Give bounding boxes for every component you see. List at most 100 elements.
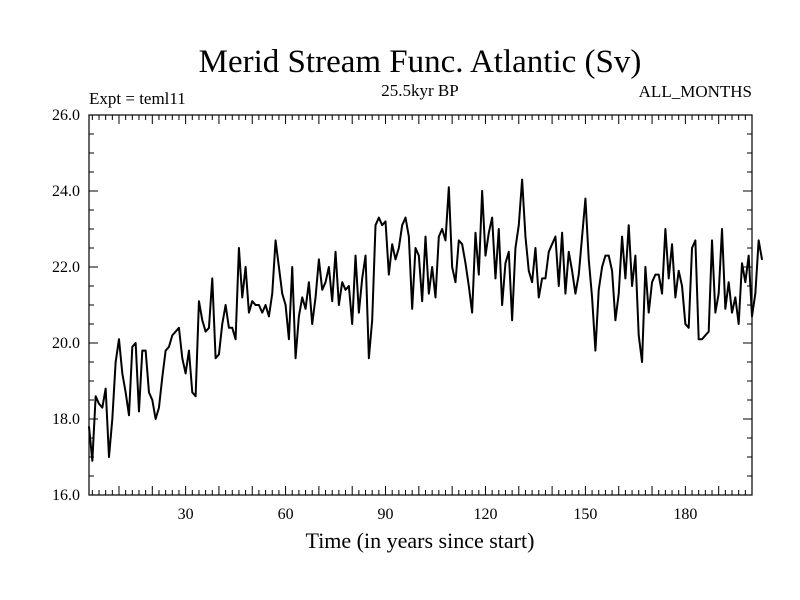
data-point [458,239,460,242]
data-point [274,239,277,242]
data-point [401,224,403,226]
experiment-label: Expt = teml11 [89,89,186,108]
data-point [631,285,633,287]
data-point [574,292,577,295]
data-point [294,357,297,360]
y-axis-ticks [89,114,752,496]
data-point [621,235,623,238]
data-point [677,270,680,272]
series-points [88,178,763,462]
data-point [158,406,160,409]
data-point [524,235,527,238]
data-point [744,281,747,284]
data-point [428,292,430,295]
data-point [587,258,590,261]
data-point [531,281,533,284]
x-tick-label: 180 [673,506,697,523]
data-point [144,349,147,352]
data-point [238,247,240,249]
data-point [724,308,727,310]
data-point [168,346,170,348]
data-point [684,323,687,325]
data-point [687,327,690,329]
data-point [114,361,117,363]
data-point [674,296,677,299]
data-point [331,300,334,303]
data-point [301,296,304,299]
data-point [368,357,370,360]
data-point [108,456,110,458]
data-point [521,178,523,181]
data-point [111,418,114,420]
data-point [557,285,560,287]
data-point [441,228,443,230]
data-point [737,323,740,325]
data-point [544,277,547,280]
data-point [681,285,683,287]
data-point [124,391,127,394]
data-point [657,273,660,276]
data-point [404,216,407,219]
data-point [504,262,507,265]
x-tick-label: 90 [378,506,394,523]
data-point [438,235,440,238]
data-point [614,319,617,322]
y-tick-label: 20.0 [52,335,80,352]
data-point [571,270,573,272]
y-tick-label: 24.0 [52,183,80,200]
data-point [551,243,553,245]
data-point [391,243,393,245]
data-point [394,258,397,261]
data-point [164,349,167,352]
data-point [701,338,703,341]
data-point [747,254,750,257]
data-point [328,266,330,268]
data-point [414,247,417,249]
data-point [731,311,733,314]
data-point [288,338,290,341]
data-point [697,338,700,341]
data-point [344,289,347,291]
data-point [351,323,354,325]
data-point [434,296,437,299]
data-point [547,251,550,253]
data-point [757,239,760,242]
data-point [714,311,717,314]
data-point [534,247,537,249]
data-point [604,254,607,257]
data-point [444,239,447,242]
data-point [471,311,473,314]
data-point [224,304,227,306]
data-point [291,266,294,268]
data-point [561,232,563,234]
data-point [348,285,350,287]
data-point [554,235,557,238]
data-point [478,273,480,276]
data-point [734,296,737,299]
data-point [161,376,164,379]
x-tick-label: 150 [573,506,597,523]
y-tick-label: 16.0 [52,487,80,504]
data-point [281,292,284,295]
data-point [564,292,567,295]
data-point [318,258,320,261]
x-axis-label: Time (in years since start) [306,528,535,553]
data-point [497,228,500,230]
data-point [704,334,707,337]
data-point [338,304,340,306]
data-point [651,281,653,284]
data-point [104,387,107,390]
data-point [298,315,300,318]
data-point [567,251,570,253]
data-point [138,410,140,413]
data-point [398,247,400,249]
data-point [218,353,220,356]
data-point [324,281,327,284]
data-point [671,243,673,245]
data-point [468,285,470,287]
data-point [511,319,513,322]
data-point [341,281,344,284]
data-point [741,262,743,265]
data-point [611,270,613,272]
